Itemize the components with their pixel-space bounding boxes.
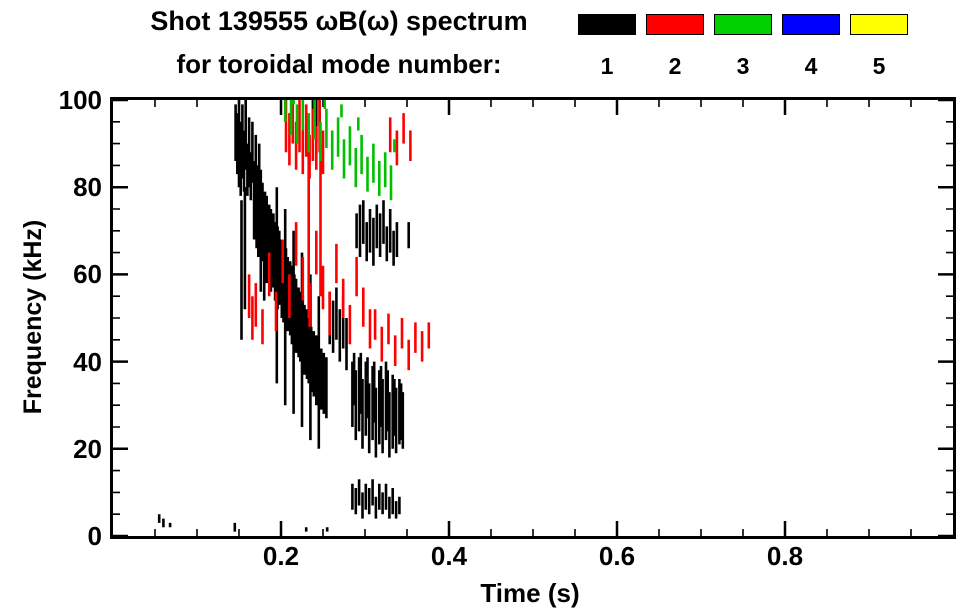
plot-area: [110, 97, 956, 539]
legend-mode-number-3: 3: [736, 53, 750, 79]
legend-swatches: [578, 14, 908, 35]
y-tick-label-40: 40: [73, 346, 102, 377]
tick-marks-major: [113, 100, 953, 536]
y-tick-label-20: 20: [73, 433, 102, 464]
x-tick-label-0.8: 0.8: [766, 541, 804, 571]
series-n1: [157, 100, 410, 532]
legend-swatch-n2: [646, 14, 704, 35]
figure-title-line1: Shot 139555 ωB(ω) spectrum: [150, 6, 528, 36]
legend-swatch-n4: [782, 14, 840, 35]
legend-mode-number-2: 2: [668, 53, 682, 79]
x-tick-label-0.2: 0.2: [262, 541, 300, 571]
legend-swatch-n1: [578, 14, 636, 35]
y-tick-label-100: 100: [58, 85, 102, 115]
figure-title-line2: for toroidal mode number:: [176, 49, 502, 79]
x-tick-label-0.6: 0.6: [598, 541, 636, 571]
legend-mode-number-5: 5: [872, 53, 886, 79]
legend-swatch-n5: [850, 14, 908, 35]
y-tick-label-0: 0: [87, 521, 102, 551]
y-tick-label-60: 60: [73, 259, 102, 290]
legend-mode-number-1: 1: [600, 53, 614, 79]
legend-mode-numbers: 1 2 3 4 5: [578, 53, 908, 80]
series-n3: [283, 100, 396, 201]
x-axis-label: Time (s): [480, 578, 580, 608]
legend-mode-number-4: 4: [804, 53, 818, 79]
x-tick-label-0.4: 0.4: [430, 541, 468, 571]
legend-swatch-n3: [714, 14, 772, 35]
y-axis-label: Frequency (kHz): [19, 219, 47, 415]
tick-marks-minor: [113, 100, 953, 536]
y-tick-label-80: 80: [73, 172, 102, 203]
plot-svg: [113, 100, 953, 536]
